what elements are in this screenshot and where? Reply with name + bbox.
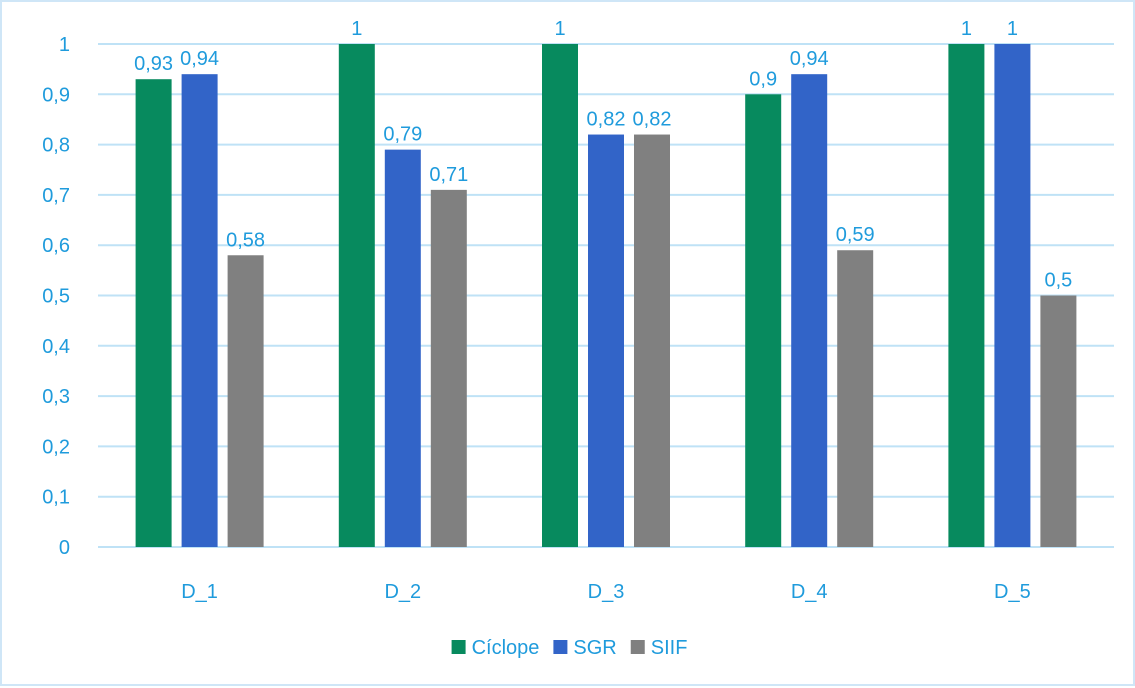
data-label: 1: [1007, 18, 1018, 40]
data-label: 0,59: [836, 224, 875, 246]
y-tick-label: 0,1: [42, 487, 70, 509]
bar-siif: [634, 134, 670, 548]
x-tick-label: D_5: [994, 581, 1031, 603]
bar-siif: [1040, 295, 1077, 547]
y-tick-label: 0,5: [42, 286, 70, 308]
data-label: 1: [554, 18, 565, 40]
x-tick-label: D_1: [181, 581, 218, 603]
bar-sgr: [588, 134, 624, 548]
legend-swatch: [553, 640, 568, 654]
y-tick-label: 0,4: [42, 336, 70, 358]
legend-swatch: [451, 640, 466, 654]
y-tick-label: 0,7: [42, 185, 70, 207]
bar-c-clope: [745, 94, 782, 548]
data-label: 0,9: [749, 68, 777, 90]
bar-c-clope: [135, 79, 172, 548]
data-label: 0,82: [587, 109, 626, 131]
y-tick-label: 1: [59, 34, 70, 56]
data-labels: 0,93 0,94 0,58 1 0,79 0,71 1 0,82 0,82 0,9 0,94 0,5…: [134, 18, 1072, 292]
data-label: 1: [961, 18, 972, 40]
x-tick-label: D_3: [588, 581, 625, 603]
x-tick-label: D_4: [791, 581, 828, 603]
bar-sgr: [384, 149, 421, 547]
x-tick-label: D_2: [384, 581, 421, 603]
legend-item: SGR: [553, 637, 617, 659]
y-axis-ticks: 0 0,1 0,2 0,3 0,4 0,5 0,6 0,7 0,8 0,9 1: [42, 34, 70, 559]
data-label: 0,94: [180, 48, 219, 70]
y-tick-label: 0,6: [42, 235, 70, 257]
data-label: 0,71: [429, 164, 468, 186]
data-label: 0,5: [1044, 270, 1072, 292]
bar-c-clope: [948, 44, 985, 547]
y-tick-label: 0,2: [42, 436, 70, 458]
y-tick-label: 0,8: [42, 135, 70, 157]
data-label: 0,93: [134, 53, 173, 75]
data-label: 0,82: [633, 109, 672, 131]
y-tick-label: 0,3: [42, 386, 70, 408]
bars: [135, 44, 1077, 548]
bar-c-clope: [338, 44, 375, 547]
data-label: 0,58: [226, 229, 265, 251]
bar-siif: [430, 189, 467, 547]
legend-item: Cíclope: [451, 637, 540, 659]
x-axis-ticks: D_1 D_2 D_3 D_4 D_5: [181, 581, 1031, 603]
legend-label: SGR: [573, 637, 616, 659]
y-tick-label: 0: [59, 537, 70, 559]
legend-label: Cíclope: [472, 637, 540, 659]
bar-siif: [837, 250, 874, 548]
legend: Cíclope SGR SIIF: [451, 637, 688, 659]
data-label: 0,94: [790, 48, 829, 70]
y-tick-label: 0,9: [42, 84, 70, 106]
legend-item: SIIF: [630, 637, 688, 659]
legend-swatch: [630, 640, 645, 654]
data-label: 0,79: [383, 124, 422, 146]
bar-siif: [227, 255, 264, 547]
bar-sgr: [994, 44, 1031, 547]
legend-label: SIIF: [651, 637, 688, 659]
bar-sgr: [791, 74, 828, 548]
data-label: 1: [351, 18, 362, 40]
bar-sgr: [181, 74, 218, 548]
bar-c-clope: [542, 44, 578, 547]
